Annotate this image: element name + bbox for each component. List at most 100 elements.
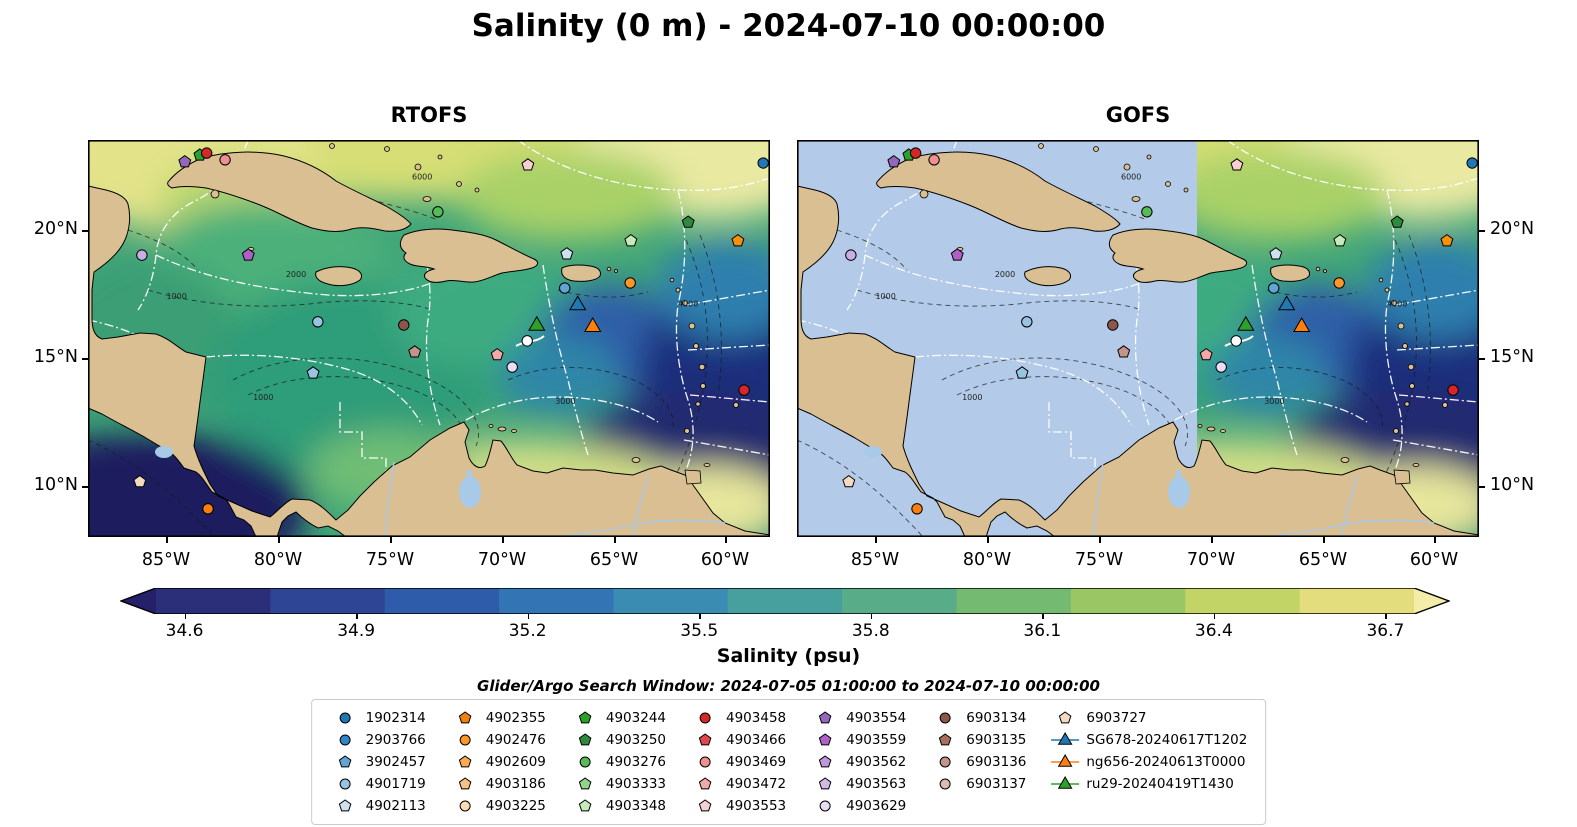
map-frame — [797, 140, 1479, 537]
legend-item: 3902457 — [330, 752, 426, 772]
argo-float-marker — [306, 366, 320, 379]
y-tick — [82, 358, 88, 360]
x-tick — [502, 537, 504, 543]
glider-marker — [528, 315, 546, 331]
argo-float-marker — [887, 154, 901, 168]
circle-marker-icon — [939, 712, 951, 724]
legend-item: 4903348 — [570, 796, 666, 816]
y-tick-label: 10°N — [1490, 475, 1535, 495]
colorbar-tick — [1042, 614, 1044, 619]
panel-title-gofs: GOFS — [1105, 103, 1171, 127]
colorbar-tick-label: 36.7 — [1366, 621, 1405, 641]
x-tick-label: 70°W — [1186, 550, 1236, 570]
argo-float-marker — [398, 319, 410, 331]
map-frame — [88, 140, 770, 537]
legend-item: 4902113 — [330, 796, 426, 816]
argo-float-marker — [1107, 319, 1119, 331]
circle-marker-icon — [579, 756, 591, 768]
legend-item: 4903186 — [450, 774, 546, 794]
x-tick — [875, 537, 877, 543]
contour-label: 4000 — [1387, 300, 1407, 309]
argo-float-marker — [1015, 366, 1029, 379]
argo-float-marker — [950, 248, 964, 261]
pentagon-marker-icon — [338, 799, 351, 812]
legend-label: ru29-20240419T1430 — [1086, 776, 1234, 792]
legend-label: 4903225 — [485, 798, 546, 814]
y-tick — [82, 486, 88, 488]
contour-label: 6000 — [412, 173, 432, 182]
legend-item: 6903135 — [930, 730, 1026, 750]
argo-float-marker — [1230, 158, 1244, 171]
argo-float-marker — [909, 147, 922, 159]
x-tick — [614, 537, 616, 543]
map-rtofs: 6000 1000 3000 2000 4000 1000 — [88, 140, 770, 537]
pentagon-marker-icon — [818, 777, 832, 790]
legend-label: 4902476 — [485, 732, 546, 748]
triangle-marker-icon — [1051, 754, 1080, 767]
legend-label: 2903766 — [365, 732, 426, 748]
argo-float-marker — [241, 248, 255, 261]
legend-label: 4902113 — [365, 798, 426, 814]
x-tick — [1434, 537, 1436, 543]
argo-float-marker — [133, 474, 147, 488]
contour-label: 3000 — [555, 397, 575, 406]
legend-label: 4903348 — [605, 798, 666, 814]
colorbar-tick-label: 35.2 — [508, 621, 547, 641]
pentagon-marker-icon — [698, 733, 712, 746]
circle-marker-icon — [459, 734, 471, 746]
x-tick — [278, 537, 280, 543]
legend-label: 4903458 — [726, 710, 787, 726]
x-tick — [166, 537, 168, 543]
legend-label: 4903186 — [485, 776, 546, 792]
x-tick-label: 75°W — [1074, 550, 1124, 570]
x-tick — [1099, 537, 1101, 543]
colorbar-tick — [184, 614, 187, 619]
colorbar-tick — [699, 614, 701, 619]
legend-item: 4902476 — [450, 730, 546, 750]
argo-float-marker — [757, 157, 769, 169]
y-tick — [1479, 358, 1485, 360]
pentagon-marker-icon — [818, 711, 832, 724]
legend-item: 4903559 — [810, 730, 906, 750]
argo-float-marker — [506, 361, 518, 373]
triangle-marker-icon — [1051, 776, 1080, 789]
argo-float-marker — [1199, 347, 1213, 361]
legend-label: 6903137 — [966, 776, 1027, 792]
argo-float-marker — [490, 347, 504, 361]
legend-item: 4901719 — [330, 774, 426, 794]
contour-label: 2000 — [995, 270, 1015, 279]
circle-marker-icon — [699, 712, 711, 724]
colorbar-tick — [1213, 614, 1216, 619]
circle-marker-icon — [339, 734, 351, 746]
legend-item: 4903333 — [570, 774, 666, 794]
argo-float-marker — [432, 206, 444, 218]
legend-item: ng656-20240613T0000 — [1050, 752, 1247, 772]
legend-column: 4902355 4902476 4902609 4903186 4903225 — [450, 708, 546, 816]
argo-float-marker — [408, 345, 422, 358]
y-tick-label: 15°N — [1490, 347, 1535, 367]
x-tick-label: 80°W — [253, 550, 303, 570]
argo-float-marker — [1447, 384, 1459, 396]
argo-float-marker — [1215, 361, 1227, 373]
legend-item: 4903276 — [570, 752, 666, 772]
colorbar-label: Salinity (psu) — [716, 645, 861, 667]
legend-column: 6903727 SG678-20240617T1202 ng656-20240613… — [1050, 708, 1247, 816]
legend-column: 4903458 4903466 4903469 4903472 4903553 — [690, 708, 786, 816]
legend: 1902314 2903766 3902457 4901719 4902113 49023… — [310, 699, 1267, 825]
legend-item: 4903472 — [690, 774, 786, 794]
legend-label: 4902355 — [485, 710, 546, 726]
argo-float-marker — [1333, 277, 1345, 289]
legend-column: 4903554 4903559 4903562 4903563 4903629 — [810, 708, 906, 816]
argo-float-marker — [624, 233, 638, 247]
colorbar-tick-label: 35.8 — [851, 621, 890, 641]
legend-label: 1902314 — [365, 710, 426, 726]
legend-label: 4903250 — [605, 732, 666, 748]
argo-float-marker — [1269, 247, 1283, 260]
colorbar-tick-label: 35.5 — [680, 621, 719, 641]
pentagon-marker-icon — [578, 799, 592, 812]
argo-float-marker — [559, 282, 571, 294]
legend-item: 4903469 — [690, 752, 786, 772]
triangle-marker-icon — [1051, 732, 1080, 745]
argo-float-marker — [738, 384, 750, 396]
